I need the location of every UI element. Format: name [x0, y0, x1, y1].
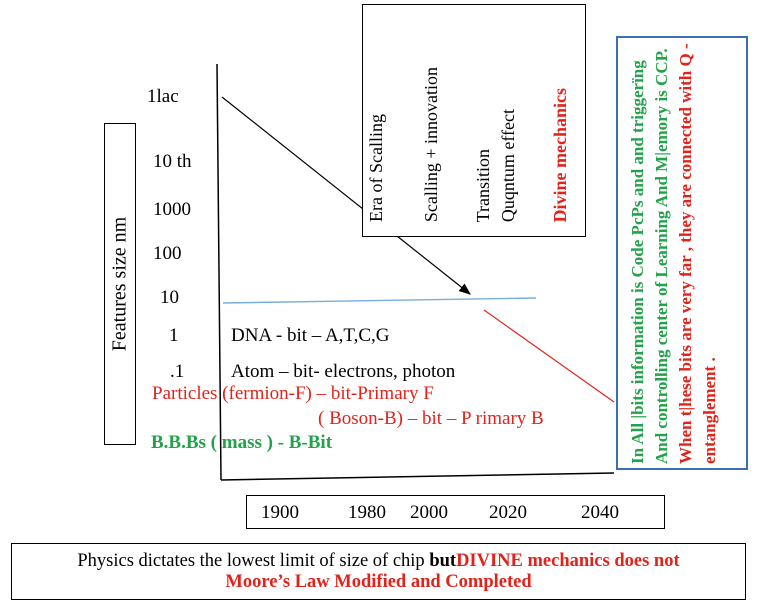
tick-label: 100 [153, 243, 182, 264]
era-label-divine: Divine mechanics [550, 87, 570, 223]
era-box: Era of Scalling Scalling + innovation Tr… [362, 4, 586, 237]
tick-label: .1 [170, 361, 185, 382]
tick-label: 10 th [153, 151, 192, 172]
divine-extension-line [483, 309, 615, 403]
era-label: Scalling + innovation [421, 66, 441, 222]
dna-row: DNA - bit – A,T,C,G [231, 325, 390, 346]
footer-red-text: DIVINE mechanics does not [456, 551, 680, 571]
footer-line2: Moore’s Law Modified and Completed [225, 572, 532, 592]
note-box: In All |bits information is Code PcPs an… [616, 36, 748, 470]
boson-row: ( Boson-B) – bit – P rimary B [318, 408, 544, 429]
note-red-text: When t|hese bits are very far , they are… [676, 43, 719, 464]
tick-label: 1 [169, 325, 179, 346]
tick-label: 1000 [153, 199, 191, 220]
year-label: 1900 [261, 502, 299, 523]
footer-bold-text: but [429, 551, 457, 571]
x-axis-line [220, 472, 615, 481]
era-label: Quqntum effect [498, 108, 518, 222]
year-label: 1980 [348, 502, 386, 523]
footer-plain-text: Physics dictates the lowest limit of siz… [77, 551, 430, 571]
atom-row: Atom – bit- electrons, photon [231, 361, 456, 382]
year-label: 2000 [410, 502, 448, 523]
tick-label: 1lac [147, 86, 179, 107]
bbbs-row: B.B.Bs ( mass ) - B-Bit [151, 432, 333, 453]
note-green-text: In All |bits information is Code PcPs an… [628, 48, 671, 464]
era-label: Era of Scalling [366, 114, 386, 222]
year-label: 2040 [581, 502, 619, 523]
tick-label: 10 [160, 287, 179, 308]
era-label: Transition [473, 148, 493, 222]
note-text: In All |bits information is Code PcPs an… [626, 42, 722, 464]
y-axis-label-box: Features size nm [104, 123, 136, 445]
footer-box: Physics dictates the lowest limit of siz… [11, 543, 746, 600]
year-label: 2020 [489, 502, 527, 523]
y-axis-line [216, 63, 222, 481]
scaling-trend-arrow [221, 96, 471, 295]
particles-row: Particles (fermion-F) – bit-Primary F [152, 383, 434, 404]
years-box: 1900 1980 2000 2020 2040 [246, 495, 665, 529]
y-axis-label: Features size nm [108, 216, 131, 352]
limit-line-10nm [222, 297, 537, 304]
footer-line1: Physics dictates the lowest limit of siz… [12, 551, 745, 572]
